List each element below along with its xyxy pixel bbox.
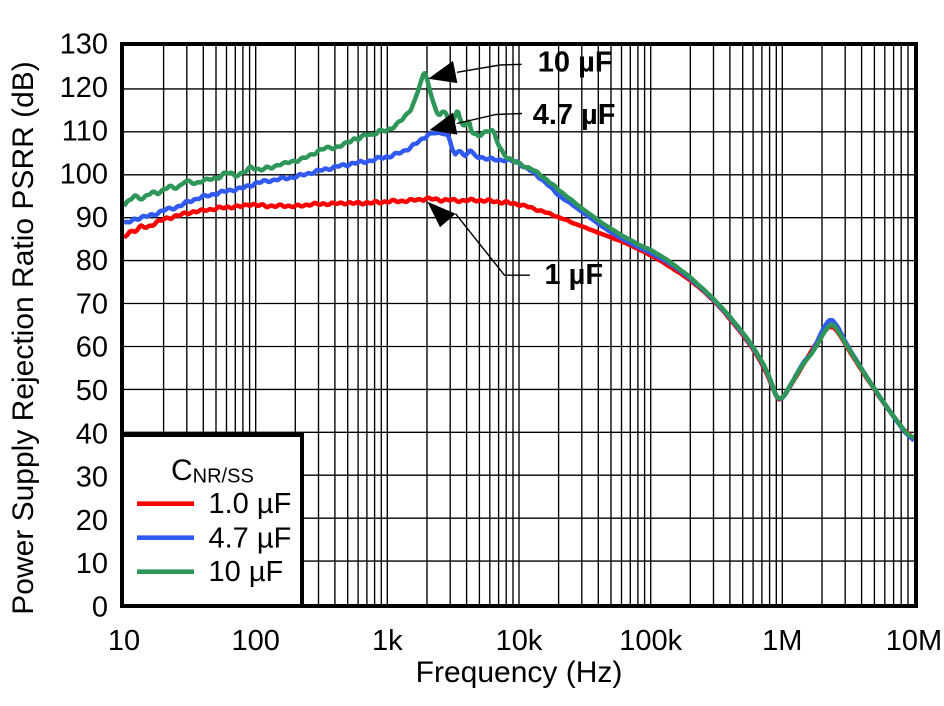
svg-text:90: 90 (76, 202, 108, 234)
svg-text:1k: 1k (372, 625, 403, 657)
svg-text:130: 130 (60, 29, 108, 61)
svg-text:20: 20 (76, 505, 108, 537)
svg-text:10: 10 (108, 625, 140, 657)
svg-text:100: 100 (232, 625, 280, 657)
svg-text:120: 120 (60, 72, 108, 104)
svg-text:10k: 10k (496, 625, 543, 657)
svg-text:0: 0 (92, 591, 108, 623)
svg-text:110: 110 (62, 115, 108, 147)
svg-text:30: 30 (76, 462, 108, 494)
svg-text:Frequency (Hz): Frequency (Hz) (416, 656, 623, 689)
svg-text:10M: 10M (886, 625, 942, 657)
svg-text:80: 80 (76, 245, 108, 277)
svg-text:60: 60 (76, 332, 108, 364)
svg-text:Power Supply Rejection Ratio P: Power Supply Rejection Ratio PSRR (dB) (7, 61, 40, 615)
svg-text:10 µF: 10 µF (538, 47, 613, 79)
svg-text:4.7 µF: 4.7 µF (209, 522, 292, 554)
svg-text:4.7 µF: 4.7 µF (533, 99, 616, 131)
svg-text:70: 70 (76, 288, 108, 320)
svg-text:10 µF: 10 µF (209, 556, 284, 588)
svg-text:1.0 µF: 1.0 µF (209, 488, 292, 520)
svg-text:50: 50 (76, 375, 108, 407)
svg-text:100: 100 (60, 159, 108, 191)
svg-text:1 µF: 1 µF (545, 259, 604, 291)
svg-text:40: 40 (76, 418, 108, 450)
svg-text:10: 10 (76, 548, 108, 580)
svg-text:1M: 1M (762, 625, 802, 657)
svg-text:100k: 100k (619, 625, 682, 657)
